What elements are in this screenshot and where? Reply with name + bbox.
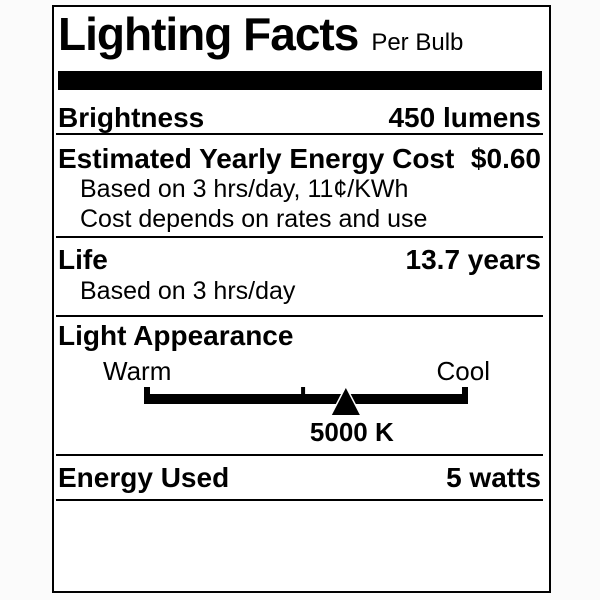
scale-mid-tick (301, 387, 306, 404)
energy-cost-note-1: Based on 3 hrs/day, 11¢/KWh (80, 175, 409, 203)
warm-label: Warm (103, 356, 172, 386)
divider (56, 236, 543, 238)
life-value: 13.7 years (405, 244, 541, 275)
divider (56, 315, 543, 317)
scale-marker-triangle (329, 384, 363, 417)
brightness-value: 450 lumens (388, 102, 541, 133)
scale-right-cap (462, 387, 468, 404)
life-row: Life 13.7 years (54, 246, 549, 274)
energy-cost-note-2: Cost depends on rates and use (80, 205, 428, 233)
label-subtitle: Per Bulb (371, 29, 464, 56)
brightness-row: Brightness 450 lumens (54, 104, 549, 132)
header-thick-bar (58, 71, 542, 90)
scale-left-cap (144, 387, 150, 404)
divider (56, 133, 543, 135)
energy-used-name: Energy Used (58, 462, 230, 493)
energy-used-row: Energy Used 5 watts (54, 464, 549, 492)
scale-bar (144, 394, 468, 404)
energy-cost-name: Estimated Yearly Energy Cost (58, 143, 455, 174)
life-note: Based on 3 hrs/day (80, 277, 296, 305)
scale-marker-value: 5000 K (310, 417, 394, 447)
brightness-name: Brightness (58, 102, 205, 133)
divider (56, 499, 543, 501)
light-appearance-name: Light Appearance (58, 320, 294, 351)
light-appearance-row: Light Appearance (54, 322, 549, 350)
cool-label: Cool (436, 356, 490, 386)
light-appearance-scale: 5000 K (144, 384, 468, 447)
label-header: Lighting Facts Per Bulb (54, 7, 549, 60)
energy-cost-value: $0.60 (470, 143, 541, 174)
label-title: Lighting Facts (58, 8, 359, 60)
lighting-facts-label: Lighting Facts Per Bulb Brightness 450 l… (52, 5, 551, 593)
life-name: Life (58, 244, 108, 275)
energy-used-value: 5 watts (446, 462, 541, 493)
warm-cool-labels: Warm Cool (54, 358, 549, 384)
divider (56, 454, 543, 456)
energy-cost-row: Estimated Yearly Energy Cost $0.60 (54, 145, 549, 173)
